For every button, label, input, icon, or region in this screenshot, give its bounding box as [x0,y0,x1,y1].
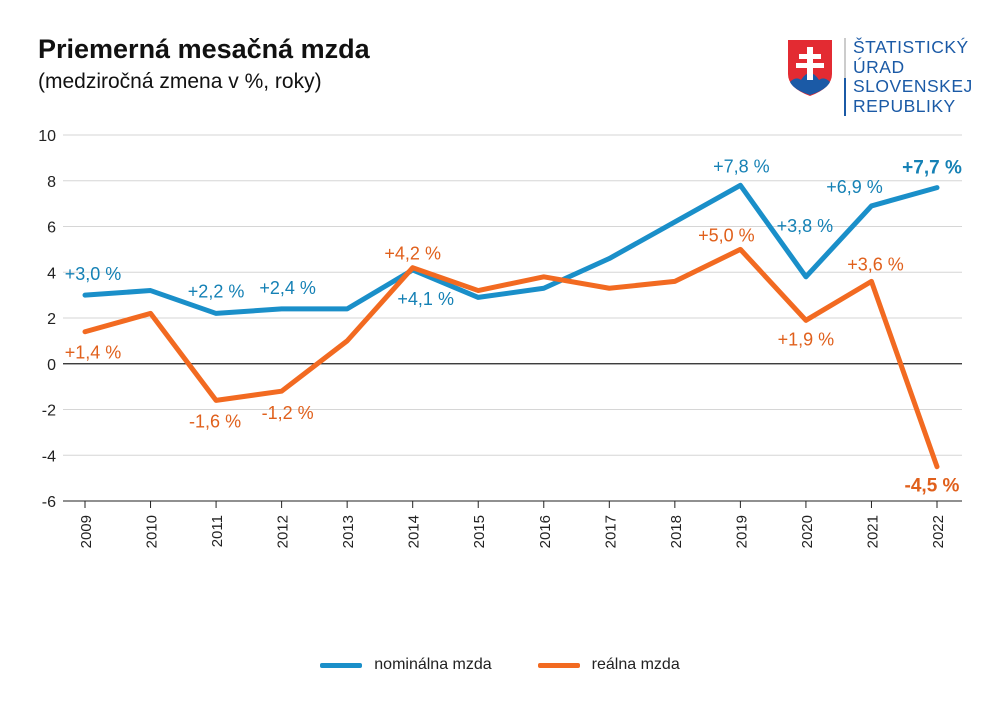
data-label: -4,5 % [905,476,960,497]
data-label: +3,0 % [65,264,122,284]
data-label: +5,0 % [698,225,755,245]
chart-title: Priemerná mesačná mzda [38,34,370,64]
x-tick-label: 2010 [144,515,161,548]
x-tick-label: 2018 [668,515,685,548]
series-line-real [82,246,940,470]
x-tick-label: 2013 [340,515,357,548]
data-label: +3,6 % [847,254,904,274]
legend-swatch [320,662,363,668]
x-tick-label: 2014 [406,515,423,548]
x-tick-label: 2022 [930,515,947,548]
logo-text: ŠTATISTICKÝ ÚRAD SLOVENSKEJ REPUBLIKY [853,37,973,116]
y-tick-label: 2 [47,311,56,328]
data-label: +3,8 % [777,216,834,236]
logo-line: ÚRAD [853,56,905,77]
data-label: +6,9 % [826,177,883,197]
y-tick-label: -2 [42,403,56,420]
y-tick-label: -6 [42,494,56,511]
data-label: +7,7 % [902,158,962,179]
x-tick-label: 2011 [209,515,226,547]
legend-item-real: reálna mzda [537,656,680,674]
legend-label: reálna mzda [591,656,680,673]
logo-line: REPUBLIKY [853,95,956,116]
data-label: +1,9 % [778,329,835,349]
y-tick-label: 10 [38,128,56,145]
logo-line: SLOVENSKEJ [853,76,973,96]
y-tick-label: 0 [47,357,56,374]
legend: nominálna mzda reálna mzda [0,656,1000,674]
data-label: +2,4 % [259,278,316,298]
x-tick-label: 2009 [78,515,95,548]
x-tick-label: 2015 [471,515,488,548]
legend-swatch [537,662,580,668]
series-line-nominal [82,182,940,316]
x-tick-label: 2020 [799,515,816,548]
legend-item-nominal: nominálna mzda [320,656,492,674]
y-tick-label: 4 [47,265,56,282]
data-label: -1,6 % [189,411,241,431]
x-tick-label: 2019 [733,515,750,548]
y-tick-label: 6 [47,220,56,237]
data-label: +4,2 % [384,244,441,264]
data-label: +2,2 % [188,281,245,301]
data-label: +4,1 % [397,289,454,309]
y-tick-label: -4 [42,448,56,465]
data-label: +1,4 % [65,343,122,363]
legend-label: nominálna mzda [374,656,492,673]
logo-line: ŠTATISTICKÝ [853,37,969,57]
chart-subtitle: (medziročná zmena v %, roky) [38,70,322,93]
x-tick-label: 2012 [275,515,292,548]
slovak-coat-of-arms-icon [788,38,846,116]
x-tick-label: 2021 [864,515,881,548]
x-tick-label: 2016 [537,515,554,548]
x-tick-label: 2017 [602,515,619,548]
y-tick-label: 8 [47,174,56,191]
data-label: +7,8 % [713,156,770,176]
data-label: -1,2 % [262,403,314,423]
